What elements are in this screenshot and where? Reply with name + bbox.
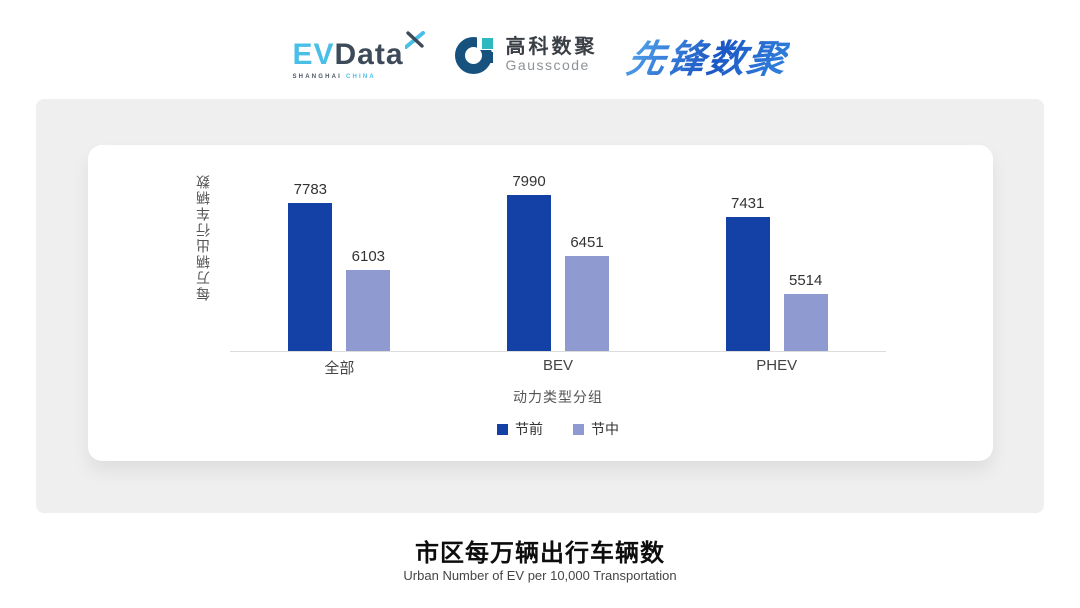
bar-column: 5514	[783, 272, 828, 351]
chart-panel: 每万辆出行车辆数 7783 6103 7990 6451 7431 5514 全部 BEV P…	[36, 99, 1044, 513]
bar-value-label: 6103	[351, 248, 386, 266]
legend: 节前 节中	[230, 419, 886, 439]
bar-value-label: 7990	[512, 172, 546, 190]
bar-group-BEV: 7990 6451	[449, 172, 668, 351]
bar-column: 7990	[507, 172, 551, 351]
x-axis-title: 动力类型分组	[513, 389, 603, 405]
bar-节中-全部	[346, 270, 391, 351]
bar-节中-BEV	[565, 256, 609, 351]
legend-swatch	[573, 423, 584, 435]
pioneer-logo: 先锋数聚	[623, 28, 793, 83]
bar-节中-PHEV	[783, 294, 828, 351]
legend-item-节前: 节前	[497, 419, 543, 439]
gausscode-en-text: Gausscode	[505, 57, 590, 74]
evdata-logo: EV Data SHANGHAI CHINA	[292, 30, 425, 80]
x-axis-labels: 全部 BEV PHEV	[230, 357, 886, 378]
chart-subtitle: Urban Number of EV per 10,000 Transporta…	[403, 568, 677, 583]
bar-group-PHEV: 7431 5514	[667, 195, 886, 351]
bar-value-label: 7783	[293, 180, 328, 198]
x-label-BEV: BEV	[543, 357, 574, 374]
evdata-subtext: SHANGHAI CHINA	[292, 74, 424, 80]
propeller-x-icon	[403, 30, 425, 54]
bar-value-label: 6451	[570, 234, 604, 252]
chart-title: 市区每万辆出行车辆数	[415, 540, 665, 567]
bar-节前-BEV	[507, 194, 551, 351]
chart-card: 每万辆出行车辆数 7783 6103 7990 6451 7431 5514 全部 BEV P…	[88, 145, 993, 461]
evdata-china-text: CHINA	[345, 73, 376, 80]
x-label-PHEV: PHEV	[756, 357, 798, 374]
bar-column: 6103	[346, 248, 391, 351]
evdata-shanghai-text: SHANGHAI	[292, 73, 343, 80]
bar-节前-全部	[288, 202, 333, 351]
gausscode-logo: 高科数聚 Gausscode	[454, 34, 598, 76]
bar-value-label: 5514	[788, 272, 823, 290]
legend-label: 节中	[591, 421, 619, 437]
evdata-wordmark: EV Data	[292, 30, 425, 72]
bar-column: 6451	[565, 234, 609, 351]
bar-value-label: 7431	[730, 195, 765, 212]
y-axis-label: 每万辆出行车辆数	[195, 173, 211, 302]
bar-column: 7431	[725, 195, 770, 351]
legend-label: 节前	[515, 421, 543, 437]
evdata-ev-text: EV	[292, 37, 335, 71]
evdata-data-text: Data	[334, 37, 404, 71]
header: EV Data SHANGHAI CHINA 高科数聚 Gausscode 先锋	[0, 16, 1080, 94]
plot-area: 7783 6103 7990 6451 7431 5514	[230, 145, 886, 352]
legend-swatch	[497, 423, 508, 435]
legend-item-节中: 节中	[573, 419, 619, 439]
gausscode-g-icon	[454, 34, 497, 76]
gausscode-cn-text: 高科数聚	[505, 36, 598, 59]
x-label-全部: 全部	[324, 360, 355, 377]
bar-节前-PHEV	[725, 217, 770, 351]
bar-column: 7783	[288, 180, 333, 351]
bar-group-全部: 7783 6103	[230, 181, 449, 351]
